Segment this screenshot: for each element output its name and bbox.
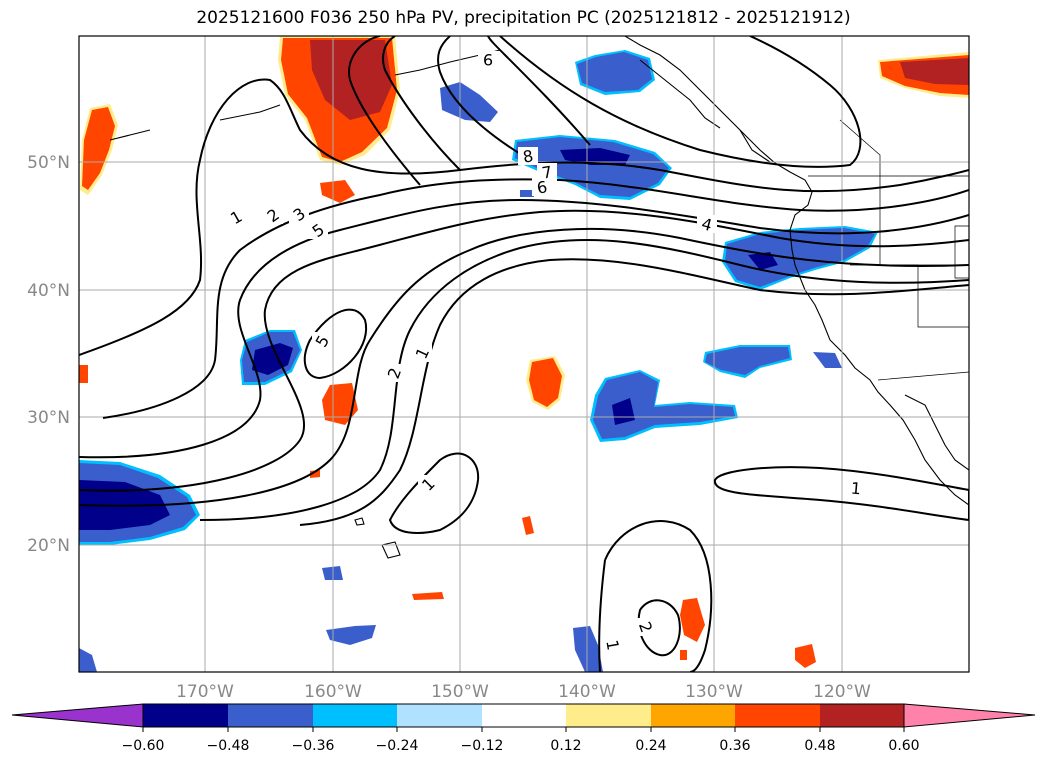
lat-labels: 50°N 40°N 30°N 20°N <box>27 153 70 556</box>
colorbar-tick-label: 0.60 <box>888 738 919 754</box>
colorbar-tick-label: −0.36 <box>292 738 335 754</box>
precip-area <box>520 190 534 197</box>
lat-label: 40°N <box>27 281 70 301</box>
precip-area <box>79 365 88 383</box>
colorbar-bin <box>735 704 820 727</box>
lon-label: 120°W <box>813 682 871 702</box>
contour-label: 6 <box>535 177 548 197</box>
precip-area <box>320 180 355 203</box>
precip-area <box>560 148 630 165</box>
colorbar-tick-label: 0.48 <box>804 738 835 754</box>
colorbar-tick-label: −0.60 <box>122 738 165 754</box>
colorbar-bin <box>397 704 482 727</box>
lat-label: 20°N <box>27 536 70 556</box>
precip-area <box>440 82 498 122</box>
precip-area <box>82 107 115 190</box>
colorbar-bin <box>313 704 397 727</box>
colorbar-bin <box>143 704 228 727</box>
colorbar-bin <box>820 704 904 727</box>
colorbar-extend-low <box>11 703 144 728</box>
colorbar-bin <box>651 704 735 727</box>
precip-area <box>795 644 816 668</box>
lon-label: 170°W <box>176 682 234 702</box>
coastlines <box>109 36 969 559</box>
precip-area <box>593 372 735 439</box>
lon-label: 160°W <box>304 682 362 702</box>
map-frame <box>78 35 970 673</box>
contour-label: 9 <box>483 50 493 69</box>
map-plot-area: 1 2 3 5 6 7 8 9 4 5 2 1 1 1 <box>79 36 969 672</box>
pv-contours <box>79 36 969 672</box>
colorbar-bin <box>482 704 566 727</box>
contour-label: 7 <box>540 162 553 182</box>
colorbar-frame <box>142 703 905 728</box>
colorbar-tick-label: −0.12 <box>461 738 504 754</box>
colorbar-tick-label: 0.24 <box>635 738 666 754</box>
lon-label: 130°W <box>685 682 743 702</box>
colorbar-bin <box>228 704 313 727</box>
precip-area <box>813 352 842 368</box>
precip-area <box>577 52 652 92</box>
colorbar-tick-label: 0.36 <box>719 738 750 754</box>
colorbar: −0.60 −0.48 −0.36 −0.24 −0.12 0.12 0.24 … <box>11 703 1036 754</box>
precip-area <box>900 58 969 85</box>
colorbar-tick-labels: −0.60 −0.48 −0.36 −0.24 −0.12 0.12 0.24 … <box>122 738 920 754</box>
contour-labels: 1 2 3 5 6 7 8 9 4 5 2 1 1 1 <box>226 50 866 654</box>
precip-negative-areas <box>79 50 878 672</box>
colorbar-tick-label: −0.48 <box>207 738 250 754</box>
contour-label: 8 <box>521 146 534 166</box>
precip-area <box>748 252 778 270</box>
precip-area <box>79 648 97 672</box>
precip-area <box>705 347 790 375</box>
colorbar-tick-label: 0.12 <box>550 738 581 754</box>
contour-label: 1 <box>850 479 862 499</box>
map-title: 2025121600 F036 250 hPa PV, precipitatio… <box>196 8 851 28</box>
precip-area <box>680 598 705 642</box>
precip-area <box>412 592 444 600</box>
contour-label: 1 <box>602 638 622 651</box>
colorbar-bin <box>566 704 651 727</box>
precip-area <box>529 358 562 407</box>
precip-area <box>515 137 669 197</box>
colorbar-ticks <box>142 727 905 732</box>
lon-label: 140°W <box>558 682 616 702</box>
lat-label: 50°N <box>27 153 70 173</box>
lon-label: 150°W <box>431 682 489 702</box>
lat-label: 30°N <box>27 408 70 428</box>
contour-label: 4 <box>699 214 714 235</box>
precip-area <box>322 383 358 425</box>
precip-area <box>310 470 320 478</box>
colorbar-tick-label: −0.24 <box>376 738 419 754</box>
precip-area <box>612 398 635 425</box>
lon-labels: 170°W 160°W 150°W 140°W 130°W 120°W <box>176 682 871 702</box>
precip-area <box>725 228 875 287</box>
precip-area <box>326 625 376 645</box>
precip-area <box>522 516 534 535</box>
precip-area <box>573 626 603 672</box>
precip-area <box>680 650 687 660</box>
colorbar-extend-high <box>903 703 1036 728</box>
